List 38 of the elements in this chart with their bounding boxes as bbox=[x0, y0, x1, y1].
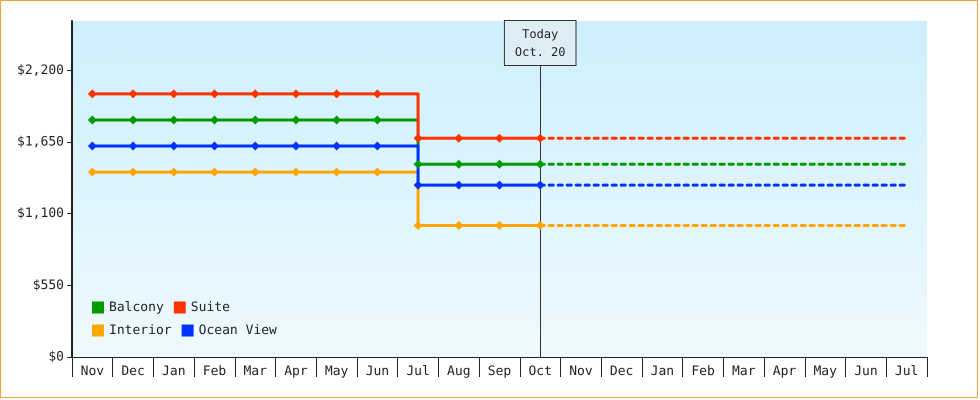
legend-label: Ocean View bbox=[198, 323, 278, 338]
x-tick-label: Apr bbox=[772, 364, 796, 379]
point bbox=[88, 89, 97, 98]
point bbox=[210, 89, 219, 98]
point bbox=[88, 168, 97, 177]
point bbox=[495, 134, 504, 143]
legend-label: Balcony bbox=[109, 300, 164, 315]
x-tick-label: Nov bbox=[80, 364, 104, 379]
x-tick-label: Jan bbox=[650, 364, 674, 379]
y-tick-label: $1,100 bbox=[17, 206, 64, 222]
x-tick-label: Dec bbox=[610, 364, 634, 379]
x-tick-label: Jul bbox=[894, 364, 918, 379]
x-tick-label: Feb bbox=[202, 364, 226, 379]
x-tick-label: Jul bbox=[406, 364, 430, 379]
y-tick-label: $1,650 bbox=[17, 134, 64, 150]
ref-line-label: Today Oct. 20 bbox=[514, 27, 566, 59]
x-tick-label: Jun bbox=[366, 364, 390, 379]
x-tick-label: Jan bbox=[162, 364, 186, 379]
x-tick-label: Sep bbox=[488, 364, 512, 379]
x-tick-label: Apr bbox=[284, 364, 308, 379]
legend-label: Interior bbox=[109, 323, 172, 338]
x-tick-label: Dec bbox=[121, 364, 145, 379]
y-tick-label: $0 bbox=[48, 350, 64, 364]
y-tick-label: $2,200 bbox=[17, 62, 64, 78]
x-tick-label: May bbox=[813, 364, 838, 379]
x-tick-label: Jun bbox=[854, 364, 878, 379]
legend-label: Suite bbox=[190, 300, 230, 315]
x-tick-label: Nov bbox=[569, 364, 593, 379]
x-tick-label: Oct bbox=[528, 364, 552, 379]
x-tick-label: Mar bbox=[243, 364, 268, 379]
point bbox=[210, 168, 219, 177]
x-tick-label: Feb bbox=[691, 364, 715, 379]
point bbox=[495, 160, 504, 169]
point bbox=[495, 180, 504, 190]
x-tick-label: May bbox=[324, 364, 349, 379]
y-tick-label: $550 bbox=[32, 278, 64, 293]
x-tick-label: Mar bbox=[732, 364, 756, 379]
x-tick-label: Aug bbox=[447, 364, 471, 379]
